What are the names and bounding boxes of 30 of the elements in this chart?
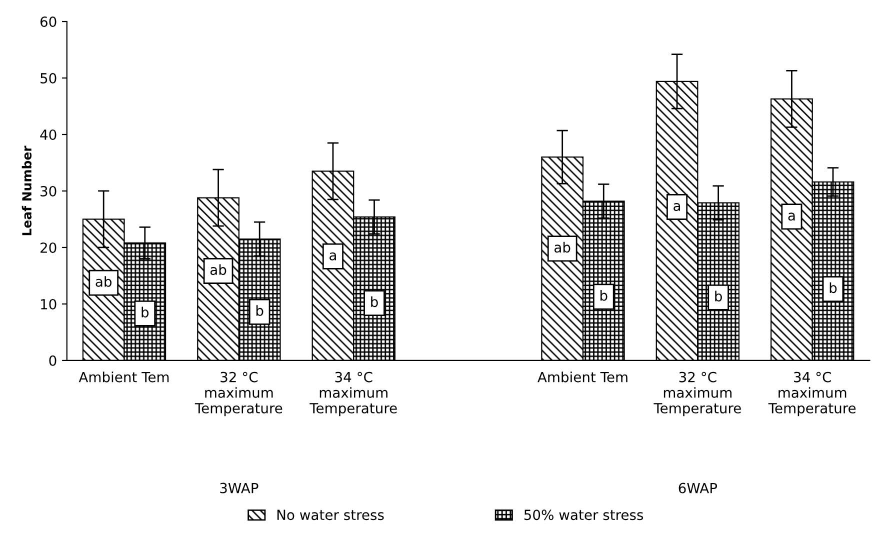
data-label: ab	[554, 242, 570, 253]
x-tick-label: 34 °C maximum Temperature	[310, 372, 397, 416]
data-label: a	[788, 212, 795, 221]
legend-label: No water stress	[277, 510, 384, 520]
x-tick-label: 32 °C maximum Temperature	[194, 372, 282, 416]
x-tick-label: Ambient Tem	[538, 372, 628, 382]
y-axis-title: Leaf Number	[22, 146, 32, 236]
data-label: b	[830, 282, 837, 294]
data-label: b	[600, 290, 608, 301]
legend-label: 50% water stress	[524, 510, 644, 520]
data-label: b	[256, 305, 264, 316]
text: 6WAP	[678, 482, 718, 494]
data-label: b	[715, 290, 722, 302]
text: 3WAP	[220, 482, 258, 494]
y-tick-label: 60	[40, 16, 56, 27]
data-label: b	[142, 306, 149, 318]
data-label: ab	[96, 276, 112, 287]
y-tick-label: 20	[40, 242, 56, 253]
x-tick-label: 32 °C maximum Temperature	[654, 372, 741, 416]
y-tick-label: 0	[49, 355, 56, 366]
y-tick-label: 40	[40, 129, 56, 140]
data-label: b	[371, 296, 378, 308]
data-label: a	[674, 203, 680, 212]
x-tick-label: Ambient Tem	[78, 372, 169, 382]
data-label: a	[330, 252, 336, 260]
x-tick-label: 34 °C maximum Temperature	[768, 372, 856, 416]
y-tick-label: 50	[40, 72, 56, 84]
data-label: ab	[210, 264, 226, 276]
y-tick-label: 30	[40, 186, 56, 196]
y-tick-label: 10	[41, 298, 56, 310]
